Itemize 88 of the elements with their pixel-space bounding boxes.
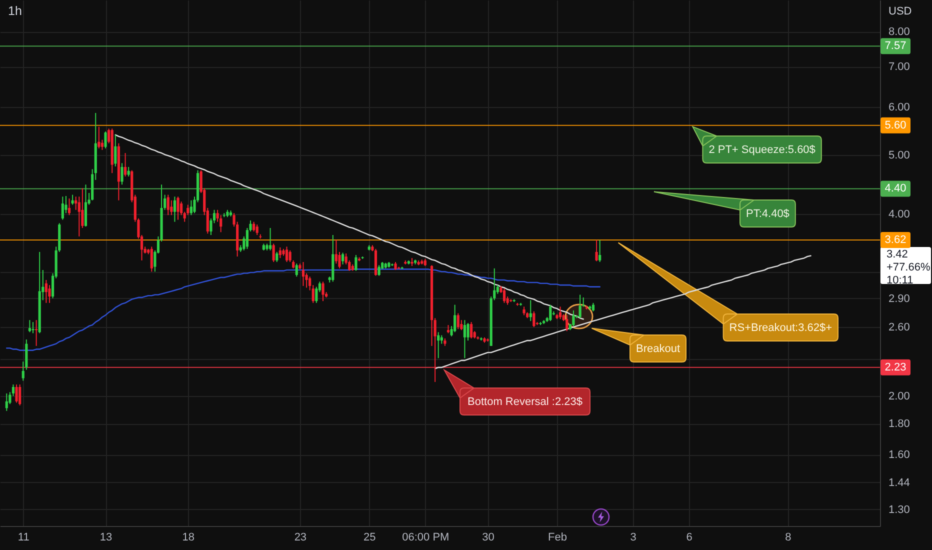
x-tick-label: 3 — [630, 532, 636, 544]
candlestick — [176, 196, 180, 220]
candlestick — [572, 310, 575, 327]
candlestick — [558, 306, 562, 320]
candlestick — [100, 139, 104, 150]
x-tick-label: 25 — [364, 532, 376, 544]
text: 3.42 +77.66% 10:11 — [886, 248, 930, 286]
candlestick — [28, 320, 32, 333]
candlestick — [278, 246, 282, 259]
ref-line-label: 5.60 — [884, 119, 906, 132]
y-axis-title: USD — [888, 6, 912, 18]
ref-line-label: 7.57 — [884, 40, 906, 52]
candlestick — [549, 304, 552, 322]
x-tick-label: 6 — [686, 532, 692, 544]
chart-title: 1h — [8, 4, 22, 18]
candlestick — [104, 131, 107, 149]
x-tick-label: Feb — [548, 532, 567, 544]
ref-line-label: 2.23 — [884, 361, 906, 374]
x-tick-label: 18 — [182, 532, 195, 544]
candlestick — [354, 254, 358, 272]
x-tick-label: 13 — [100, 532, 112, 544]
candlestick — [276, 251, 278, 262]
x-tick-label: 8 — [785, 532, 792, 544]
candlestick — [166, 194, 170, 216]
x-tick-label: 23 — [294, 532, 307, 544]
candlestick — [595, 240, 598, 262]
candlestick — [532, 310, 536, 328]
candlestick — [18, 384, 22, 406]
annotation: Bottom Reversal :2.23$ — [468, 396, 582, 408]
annotation: 2 PT+ Squeeze:5.60$ — [708, 144, 816, 156]
candlestick — [127, 166, 130, 177]
candlestick — [15, 384, 18, 404]
candlestick — [288, 250, 292, 262]
candlestick — [322, 281, 324, 302]
y-tick-label: 7.00 — [888, 61, 910, 74]
candlestick — [35, 320, 38, 346]
x-tick-label: 11 — [18, 532, 30, 544]
y-tick-label: 8.00 — [888, 26, 910, 38]
x-tick-label: 06:00 PM — [402, 532, 450, 544]
candlestick — [98, 126, 100, 149]
candlestick — [190, 200, 192, 216]
candlestick — [578, 294, 582, 319]
y-tick-label: 2.90 — [888, 292, 910, 305]
y-tick-label: 2.00 — [888, 390, 910, 403]
candlestick — [470, 322, 473, 339]
y-tick-label: 1.44 — [888, 476, 910, 489]
candlestick — [463, 320, 466, 359]
candlestick — [44, 279, 48, 304]
candlestick — [378, 264, 380, 276]
candlestick — [268, 227, 272, 251]
candlestick — [173, 196, 176, 222]
candlestick — [84, 184, 88, 228]
candlestick — [252, 221, 256, 232]
candlestick — [124, 152, 127, 177]
y-tick-label: 6.00 — [888, 102, 910, 114]
annotation: RS+Breakout:3.62$+ — [729, 322, 832, 334]
candlestick — [598, 240, 602, 262]
candlestick — [454, 304, 456, 333]
candlestick — [334, 240, 338, 264]
candlestick — [295, 263, 298, 278]
annotation: Breakout — [636, 343, 680, 355]
y-tick-label: 4.00 — [888, 208, 910, 220]
ref-line-label: 4.40 — [884, 182, 906, 195]
y-tick-label: 1.60 — [888, 449, 910, 462]
candlestick — [150, 246, 153, 272]
candlestick — [61, 196, 64, 220]
y-tick-label: 5.00 — [888, 150, 910, 162]
candlestick — [272, 243, 275, 262]
candlestick — [502, 288, 506, 304]
y-tick-label: 1.80 — [888, 418, 910, 430]
candlestick — [68, 198, 71, 216]
candlestick — [5, 392, 8, 412]
candlestick — [114, 134, 117, 167]
candlestick — [566, 314, 568, 332]
ref-line-label: 3.62 — [884, 234, 906, 246]
candlestick — [256, 224, 258, 236]
candlestick — [32, 322, 34, 334]
candlestick — [302, 261, 305, 286]
candlestick — [120, 162, 124, 186]
annotation: PT:4.40$ — [746, 208, 790, 220]
y-tick-label: 2.60 — [888, 322, 910, 334]
x-tick-label: 30 — [482, 532, 494, 544]
y-tick-label: 1.30 — [888, 504, 910, 516]
candlestick — [285, 246, 288, 262]
candlestick — [341, 252, 344, 265]
candlestick — [71, 194, 74, 206]
candlestick — [437, 332, 440, 359]
candlestick — [456, 312, 460, 330]
